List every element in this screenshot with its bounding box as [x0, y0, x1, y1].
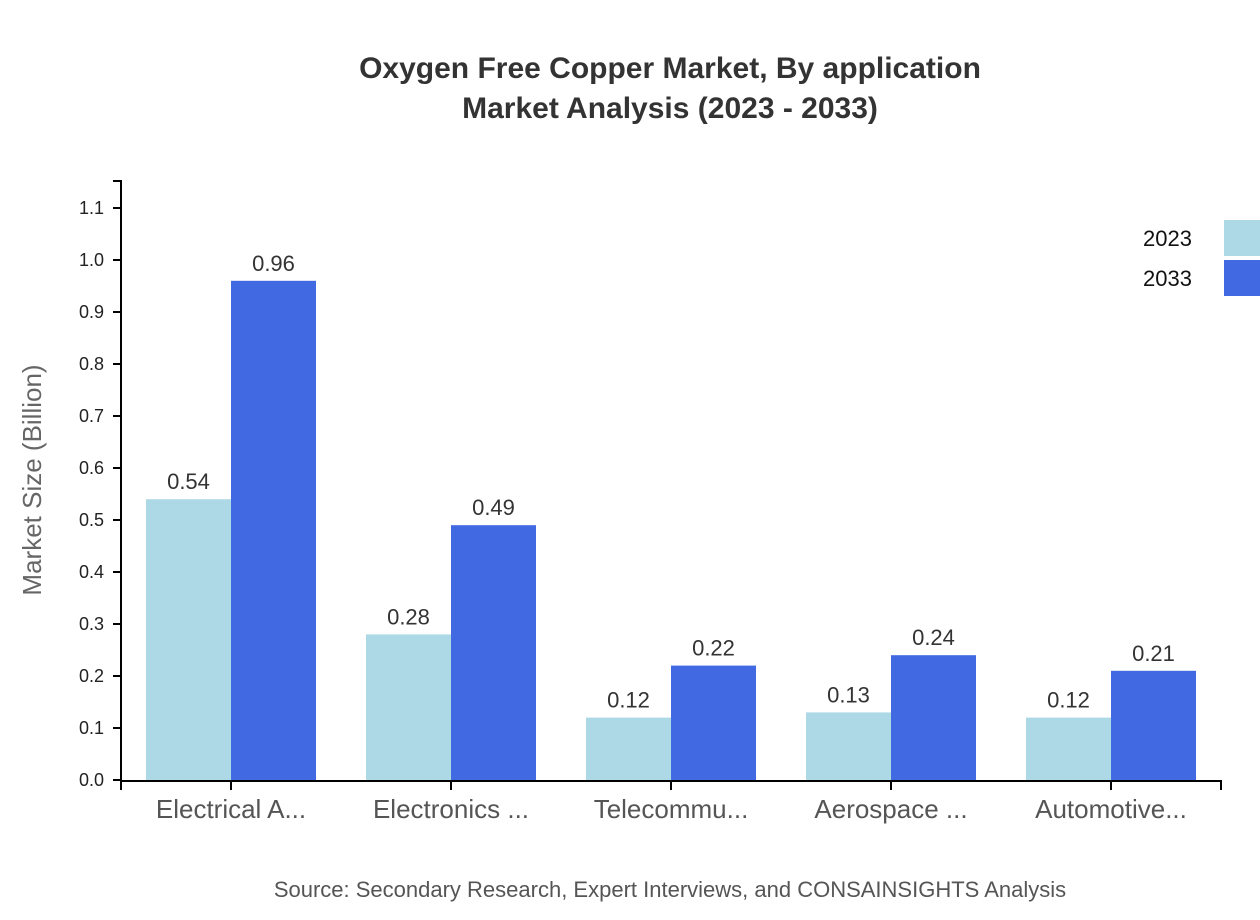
y-tick-label: 0.6 — [79, 458, 104, 478]
chart-title-line-2: Market Analysis (2023 - 2033) — [462, 92, 878, 125]
bar-2033[interactable] — [231, 280, 316, 780]
y-tick-label: 0.9 — [79, 302, 104, 322]
x-tick-label: Telecommu... — [594, 794, 749, 824]
bar-value-label: 0.54 — [167, 469, 210, 494]
bar-value-label: 0.22 — [692, 636, 735, 661]
y-tick-label: 0.3 — [79, 614, 104, 634]
source-note: Source: Secondary Research, Expert Inter… — [273, 877, 1067, 902]
chart-title-line-1: Oxygen Free Copper Market, By applicatio… — [359, 52, 981, 85]
y-tick-label: 0.5 — [79, 510, 104, 530]
bar-2033[interactable] — [1111, 670, 1196, 780]
y-tick-label: 0.0 — [79, 770, 104, 790]
bar-2023[interactable] — [146, 499, 231, 780]
bar-value-label: 0.96 — [252, 251, 295, 276]
bar-value-label: 0.21 — [1132, 641, 1175, 666]
legend-swatch-2033 — [1224, 260, 1260, 296]
bars: 0.54 0.96 0.28 0.49 0.12 0.22 0.13 0.24 0.12 0.21 — [146, 251, 1196, 780]
bar-value-label: 0.49 — [472, 495, 515, 520]
y-tick-label: 1.0 — [79, 250, 104, 270]
x-tick-label: Aerospace ... — [814, 794, 967, 824]
y-tick-label: 0.2 — [79, 666, 104, 686]
bar-value-label: 0.12 — [1047, 688, 1090, 713]
y-tick-label: 0.8 — [79, 354, 104, 374]
bar-value-label: 0.28 — [387, 604, 430, 629]
x-tick-label: Electronics ... — [373, 794, 529, 824]
bar-2033[interactable] — [451, 525, 536, 780]
x-tick-label: Automotive... — [1035, 794, 1187, 824]
y-axis-label: Market Size (Billion) — [17, 364, 47, 595]
bar-2033[interactable] — [891, 655, 976, 780]
bar-value-label: 0.13 — [827, 682, 870, 707]
bar-value-label: 0.24 — [912, 625, 955, 650]
bar-2023[interactable] — [586, 717, 671, 780]
bar-2033[interactable] — [671, 665, 756, 780]
y-tick-label: 0.4 — [79, 562, 104, 582]
y-tick-label: 0.1 — [79, 718, 104, 738]
x-axis: Electrical A... Electronics ... Telecommu.… — [120, 780, 1222, 824]
legend-label-2023: 2023 — [1143, 226, 1192, 251]
legend-swatch-2023 — [1224, 220, 1260, 256]
x-tick-label: Electrical A... — [156, 794, 306, 824]
y-tick-label: 0.7 — [79, 406, 104, 426]
bar-2023[interactable] — [366, 634, 451, 780]
legend: 2023 2033 — [1143, 220, 1260, 296]
bar-2023[interactable] — [1026, 717, 1111, 780]
legend-label-2033: 2033 — [1143, 266, 1192, 291]
bar-2023[interactable] — [806, 712, 891, 780]
y-axis: 0.0 0.1 0.2 0.3 0.4 0.5 0.6 0.7 0.8 0.9 1.0 1.1 — [79, 180, 122, 790]
bar-value-label: 0.12 — [607, 688, 650, 713]
y-tick-label: 1.1 — [79, 198, 104, 218]
